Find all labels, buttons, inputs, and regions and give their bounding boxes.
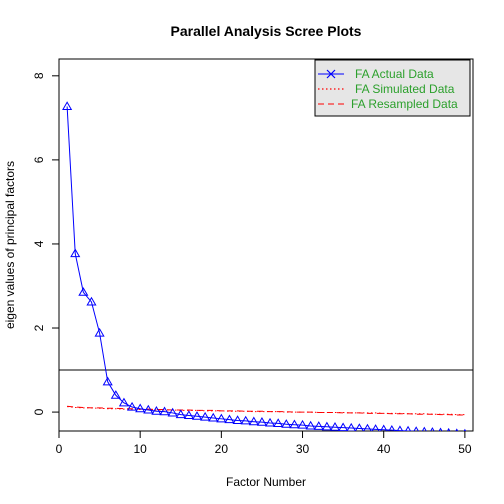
series-line-2	[67, 405, 465, 416]
data-point-triangle	[208, 412, 219, 422]
data-point-triangle	[216, 413, 227, 423]
series-layer	[62, 101, 467, 431]
x-tick-label: 10	[133, 442, 147, 456]
y-axis: 0 2 4 6 8	[32, 72, 59, 415]
data-point-triangle	[224, 414, 235, 424]
y-tick-label: 2	[32, 324, 46, 331]
series-line-1	[67, 406, 465, 416]
data-point-triangle	[159, 406, 170, 416]
data-point-triangle	[281, 419, 292, 428]
data-point-triangle	[62, 101, 73, 111]
data-point-triangle	[371, 424, 380, 431]
x-tick-label: 20	[215, 442, 229, 456]
plot-area	[59, 101, 473, 431]
data-point-triangle	[232, 415, 243, 425]
data-point-triangle	[363, 423, 372, 431]
data-point-triangle	[430, 427, 435, 431]
data-point-triangle	[354, 423, 364, 431]
data-point-triangle	[438, 427, 443, 431]
data-point-triangle	[143, 404, 154, 414]
data-point-triangle	[305, 420, 316, 430]
data-point-triangle	[126, 401, 138, 411]
data-point-triangle	[135, 403, 146, 413]
legend-label-actual: FA Actual Data	[355, 67, 434, 81]
data-point-triangle	[191, 411, 203, 420]
data-point-triangle	[396, 425, 404, 431]
data-point-triangle	[446, 427, 451, 431]
data-point-triangle	[248, 416, 259, 426]
legend: FA Actual Data FA Simulated Data FA Resa…	[314, 59, 471, 117]
y-tick-label: 0	[32, 408, 46, 415]
x-tick-label: 40	[377, 442, 391, 456]
data-point-triangle	[379, 424, 388, 431]
data-point-triangle	[313, 421, 324, 430]
data-point-triangle	[102, 376, 113, 386]
data-point-triangle	[70, 248, 81, 258]
series-line-0	[66, 106, 418, 431]
legend-box	[314, 59, 471, 117]
data-point-triangle	[256, 416, 268, 426]
legend-label-resampled: FA Resampled Data	[351, 97, 458, 111]
data-point-triangle	[94, 327, 105, 337]
x-tick-label: 0	[56, 442, 63, 456]
x-tick-label: 50	[458, 442, 472, 456]
y-tick-label: 6	[32, 156, 46, 163]
data-point-triangle	[151, 406, 162, 415]
data-point-triangle	[289, 419, 300, 429]
data-point-triangle	[264, 417, 276, 427]
data-point-triangle	[167, 407, 178, 417]
data-point-triangle	[78, 287, 89, 296]
data-point-triangle	[321, 421, 332, 431]
chart-title: Parallel Analysis Scree Plots	[171, 23, 362, 39]
data-point-triangle	[413, 426, 419, 431]
legend-x-marker-icon	[326, 69, 336, 79]
data-point-triangle	[329, 422, 341, 431]
x-axis: 0 10 20 30 40 50	[56, 431, 472, 456]
legend-label-simulated: FA Simulated Data	[355, 82, 455, 96]
data-point-triangle	[297, 419, 308, 429]
x-axis-label: Factor Number	[226, 475, 306, 489]
data-point-triangle	[388, 424, 396, 431]
plot-frame	[58, 58, 474, 432]
data-point-triangle	[273, 418, 284, 427]
data-point-triangle	[183, 410, 194, 419]
data-point-triangle	[118, 397, 130, 407]
data-point-triangle	[175, 409, 186, 419]
data-point-triangle	[240, 415, 251, 425]
data-point-triangle	[346, 422, 356, 431]
data-point-triangle	[110, 390, 121, 399]
y-tick-label: 4	[32, 240, 46, 247]
data-point-triangle	[405, 425, 412, 431]
y-axis-label: eigen values of principal factors	[3, 161, 17, 329]
data-point-triangle	[200, 411, 211, 421]
data-point-triangle	[338, 422, 349, 431]
x-tick-label: 30	[296, 442, 310, 456]
data-point-triangle	[86, 296, 97, 306]
y-tick-label: 8	[32, 72, 46, 79]
data-point-triangle	[455, 428, 459, 431]
